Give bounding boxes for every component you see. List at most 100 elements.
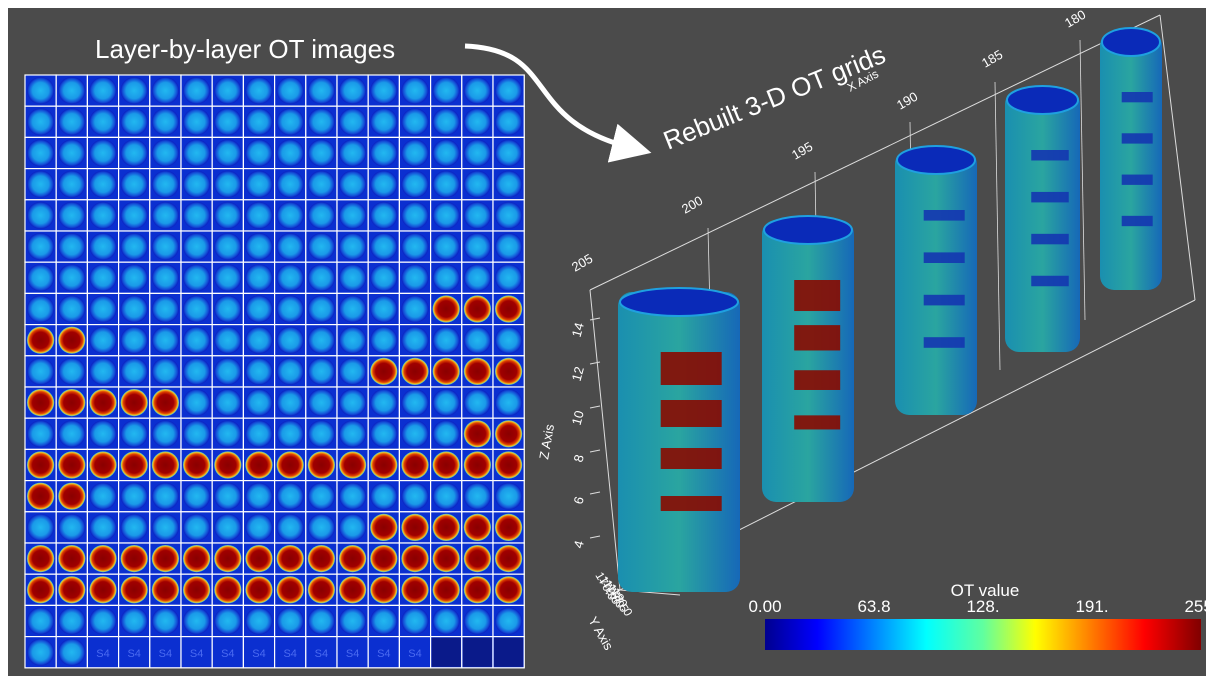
layer-image [151,77,179,105]
layer-image [339,513,367,542]
cell [149,635,182,669]
colorbar-tick-label: 63.8 [857,597,890,616]
layer-image [370,482,398,510]
layer-image [432,170,460,198]
layer-image [307,139,335,167]
layer-image [276,357,304,385]
layer-image [463,77,491,105]
layer-image [214,233,242,261]
pillar-top [896,145,976,175]
layer-image [339,576,367,604]
layer-image [151,295,179,323]
axis-line [589,361,601,365]
layer-image [214,201,242,229]
cell-label: S4 [127,648,140,660]
layer-image [183,451,211,479]
layer-image [370,607,398,635]
layer-image [89,295,117,323]
layer-image [58,638,86,666]
layer-image [151,326,179,354]
layer-image [463,170,491,198]
layer-image [370,295,398,323]
layer-image [58,233,86,261]
layer-image [183,576,211,604]
layer-image [339,77,367,105]
layer-image [339,389,367,417]
layer-image [401,295,429,323]
layer-image [339,607,367,635]
layer-image [495,389,523,417]
cell [367,635,401,669]
layer-image [151,108,179,136]
cell [180,635,213,669]
layer-image [401,576,429,604]
layer-image [58,295,86,323]
layer-image [120,451,148,479]
pillar-band [1121,133,1153,144]
layer-image [120,607,148,635]
layer-image [89,451,117,479]
layer-image [58,108,86,136]
pillar-band [1031,150,1069,161]
layer-image [339,108,367,136]
empty-cell [462,637,492,667]
pillar-band [794,415,841,430]
layer-image [370,326,398,354]
layer-image [307,264,335,292]
layer-image [151,389,179,417]
colorbar-tick-label: 255. [1184,597,1214,616]
image-grid: S4 S4 S4 S4 S4 S4 S4 S4 S4 S4 S4 [24,74,525,669]
cell-label: S4 [408,648,421,660]
layer-image [432,108,460,136]
pillar-band [1121,174,1153,185]
axis-line [1079,39,1086,321]
colorbar-tick-label: 128. [966,597,999,616]
colorbar [765,619,1201,650]
layer-image [58,513,86,542]
layer-image [120,545,148,573]
layer-image [26,607,55,635]
layer-image [26,513,55,542]
layer-image [495,170,523,198]
layer-image [151,513,179,542]
pillar-band [660,400,722,427]
layer-image [120,201,148,229]
layer-image [151,482,179,510]
layer-image [89,420,117,448]
z-tick-label: 14 [569,321,587,339]
layer-image [495,482,523,510]
layer-image [370,389,398,417]
layer-image [89,139,117,167]
layer-image [89,264,117,292]
layer-image [245,233,273,261]
colorbar-tick-label: 0.00 [748,597,781,616]
left-title: Layer-by-layer OT images [95,34,395,64]
pillar-band [1031,275,1069,287]
layer-image [495,576,523,604]
layer-image [245,576,273,604]
z-tick-label: 10 [569,409,587,427]
layer-image [401,607,429,635]
cell [398,635,432,669]
cell-label: S4 [346,648,359,660]
layer-image [245,545,273,573]
cell [117,635,151,669]
layer-image [432,389,460,417]
layer-image [245,77,273,105]
cell [336,635,369,669]
layer-image [463,233,491,261]
cell [86,635,120,669]
pillar-band [923,294,965,306]
cell-label: S4 [190,648,203,660]
layer-image [183,482,211,510]
layer-image [89,545,117,573]
layer-image [370,545,398,573]
layer-image [307,482,335,510]
z-tick-label: 4 [571,539,587,550]
layer-image [26,638,55,666]
layer-image [339,295,367,323]
cell [274,635,307,669]
arrow [464,43,652,163]
layer-image [432,357,460,385]
layer-image [183,420,211,448]
